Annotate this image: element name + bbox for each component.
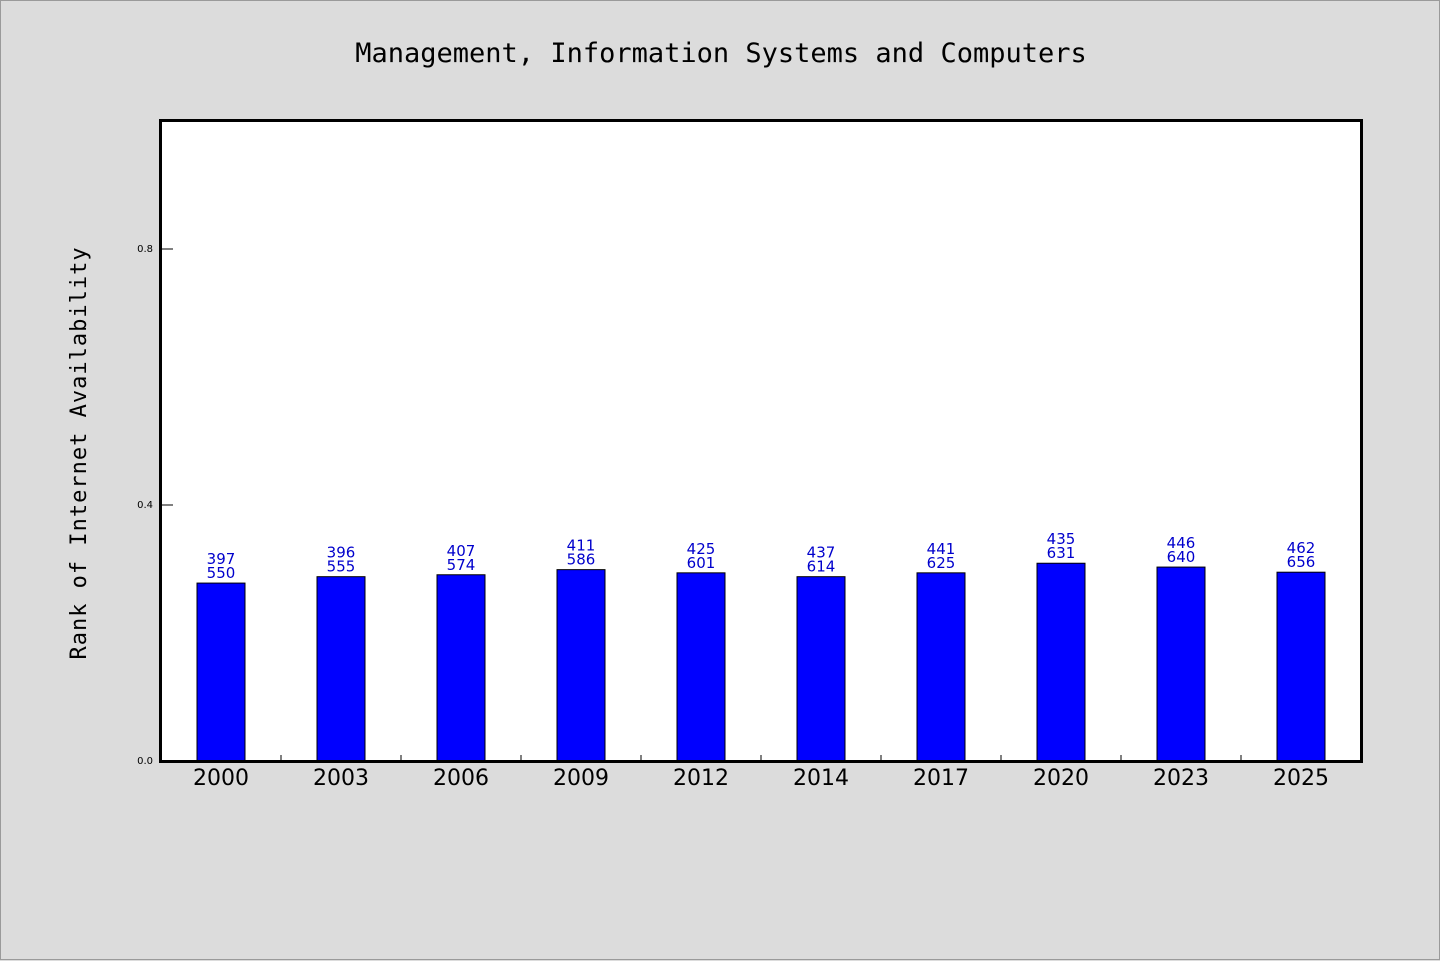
x-axis: 2000 2003 2006 2009 2012 2014 2017 2020 2023 2025 (193, 755, 1329, 791)
y-axis-label: Rank of Internet Availability (67, 246, 92, 659)
x-tick-label: 2012 (673, 766, 729, 791)
x-tick-label: 2025 (1273, 766, 1329, 791)
x-tick-label: 2000 (193, 766, 249, 791)
bar-annotation-bottom: 555 (327, 558, 356, 576)
bar-annotation-top: 411 (567, 537, 596, 555)
x-tick-label: 2020 (1033, 766, 1089, 791)
bar-annotation-top: 462 (1287, 539, 1316, 557)
plot-border (159, 119, 1363, 763)
bar-annotation-top: 435 (1047, 530, 1076, 548)
chart-title: Management, Information Systems and Comp… (355, 38, 1087, 69)
bar-annotation-top: 425 (687, 540, 716, 558)
bar-annotation-bottom: 586 (567, 551, 596, 569)
bar (556, 569, 606, 762)
bar (1036, 562, 1086, 762)
x-tick-label: 2023 (1153, 766, 1209, 791)
bar-annotation-bottom: 625 (927, 554, 956, 572)
bar (676, 572, 726, 762)
bar-annotation-bottom: 640 (1167, 548, 1196, 566)
bar-annotation-top: 437 (807, 544, 836, 562)
x-tick-label: 2017 (913, 766, 969, 791)
bar (916, 572, 966, 762)
x-tick-label: 2009 (553, 766, 609, 791)
bar-annotation-top: 407 (447, 542, 476, 560)
bar (316, 576, 366, 762)
bar-annotation-bottom: 656 (1287, 553, 1316, 571)
x-tick-label: 2014 (793, 766, 849, 791)
bar (436, 574, 486, 762)
bar-annotation-bottom: 631 (1047, 544, 1076, 562)
bar-annotation-top: 397 (207, 550, 236, 568)
y-tick-label: 0.0 (137, 756, 153, 767)
bars-layer: 3975503965554075744115864256014376144416… (196, 530, 1326, 762)
bar (196, 582, 246, 762)
bar (1156, 566, 1206, 762)
x-tick-label: 2003 (313, 766, 369, 791)
x-tick-label: 2006 (433, 766, 489, 791)
y-tick-label: 0.8 (137, 244, 153, 255)
bar-annotation-bottom: 550 (207, 564, 236, 582)
bar-annotation-top: 446 (1167, 534, 1196, 552)
bar (796, 576, 846, 762)
bar (1276, 571, 1326, 762)
bar-annotation-bottom: 614 (807, 558, 836, 576)
bar-annotation-bottom: 574 (447, 556, 476, 574)
bar-annotation-bottom: 601 (687, 554, 716, 572)
bar-annotation-top: 396 (327, 544, 356, 562)
y-tick-label: 0.4 (137, 500, 153, 511)
y-axis: 0.0 0.4 0.8 (137, 244, 173, 767)
bar-annotation-top: 441 (927, 540, 956, 558)
